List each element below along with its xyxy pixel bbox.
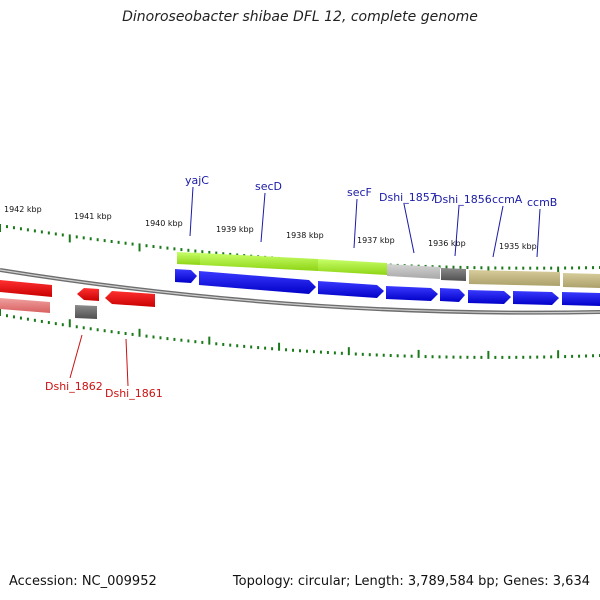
- gene-label-Dshi_1861[interactable]: Dshi_1861: [105, 387, 163, 400]
- genome-stats-text: Topology: circular; Length: 3,789,584 bp…: [232, 574, 590, 589]
- feature-ccmB: [563, 273, 600, 288]
- reverse-gene-labels: [69, 334, 129, 387]
- feature-secD: [200, 253, 318, 271]
- reverse-gene-track[interactable]: [0, 280, 155, 307]
- feature-track: [0, 252, 600, 319]
- gene-arrow-Dshi_1861[interactable]: [105, 291, 155, 307]
- accession-text: Accession: NC_009952: [9, 574, 157, 589]
- ruler-label: 1942 kbp: [4, 205, 42, 214]
- feature-Dshi_1856: [441, 268, 466, 281]
- ruler-label: 1937 kbp: [357, 236, 395, 245]
- gene-label-ccmA[interactable]: ccmA: [492, 193, 523, 206]
- ruler-label: 1940 kbp: [145, 219, 183, 228]
- chromosome-backbone-highlight: [0, 269, 600, 314]
- feature-left-pink: [0, 298, 50, 313]
- gene-label-secD[interactable]: secD: [255, 180, 282, 193]
- feature-secF: [318, 259, 387, 275]
- gene-arrow-left-edge[interactable]: [0, 280, 52, 297]
- gene-arrow-secD[interactable]: [199, 271, 316, 294]
- gene-label-yajC[interactable]: yajC: [185, 174, 209, 187]
- gene-arrow-Dshi_1862[interactable]: [77, 288, 99, 301]
- gene-label-Dshi_1857[interactable]: Dshi_1857: [379, 191, 437, 204]
- gene-arrow-secF[interactable]: [318, 281, 384, 298]
- ruler-label: 1935 kbp: [499, 242, 537, 251]
- ruler-label: 1941 kbp: [74, 212, 112, 221]
- gene-arrow-yajC[interactable]: [175, 269, 197, 283]
- gene-label-ccmB[interactable]: ccmB: [527, 196, 557, 209]
- feature-ccmA: [469, 270, 560, 286]
- gene-arrow-Dshi_1856[interactable]: [440, 288, 465, 302]
- gene-label-Dshi_1862[interactable]: Dshi_1862: [45, 380, 103, 393]
- gene-arrow-ccmA[interactable]: [468, 290, 511, 304]
- ruler-label: 1936 kbp: [428, 239, 466, 248]
- gene-arrow-Dshi_1857[interactable]: [386, 286, 438, 301]
- gene-arrow-next[interactable]: [562, 292, 600, 306]
- gene-arrow-ccmB[interactable]: [513, 291, 559, 305]
- ruler-label: 1938 kbp: [286, 231, 324, 240]
- ruler-label: 1939 kbp: [216, 225, 254, 234]
- gene-label-secF[interactable]: secF: [347, 186, 372, 199]
- map-title: Dinoroseobacter shibae DFL 12, complete …: [122, 9, 478, 25]
- forward-gene-track[interactable]: [175, 269, 600, 306]
- feature-Dshi_1857: [387, 264, 440, 279]
- feature-yajC: [177, 252, 200, 265]
- feature-Dshi_1862: [75, 305, 97, 319]
- ruler-ticks-bottom: [0, 308, 600, 359]
- gene-label-Dshi_1856[interactable]: Dshi_1856: [434, 193, 492, 206]
- forward-gene-labels: [189, 186, 541, 258]
